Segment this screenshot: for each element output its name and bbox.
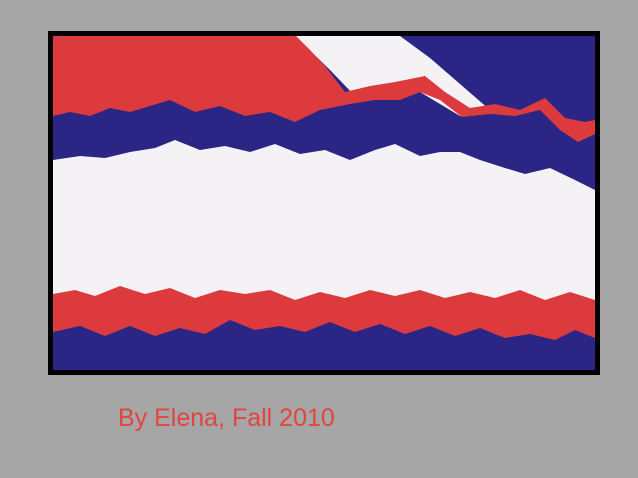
artwork bbox=[48, 31, 600, 375]
caption: By Elena, Fall 2010 bbox=[118, 404, 335, 432]
red-band bbox=[53, 282, 595, 340]
white-band bbox=[53, 140, 595, 300]
red-top bbox=[53, 36, 595, 142]
